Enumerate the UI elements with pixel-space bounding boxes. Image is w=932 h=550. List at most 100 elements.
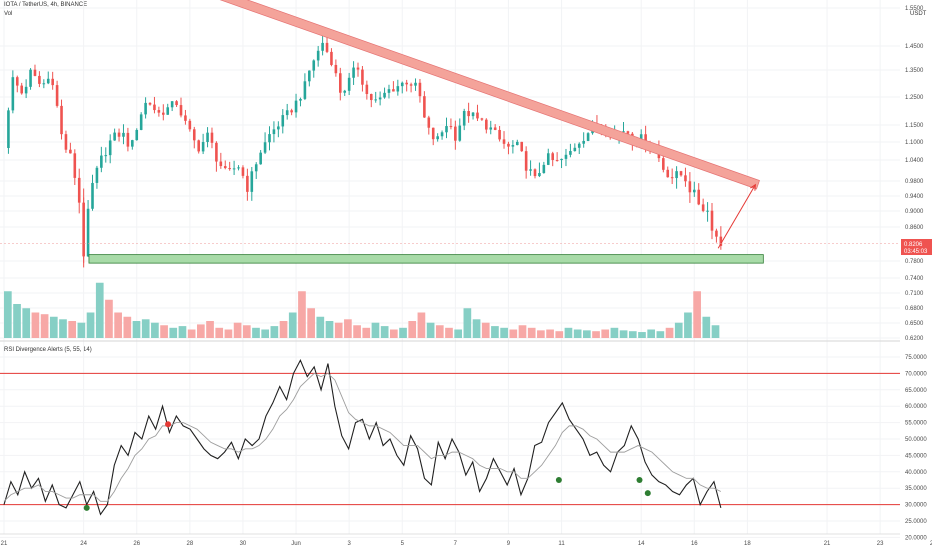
candle-body — [281, 115, 285, 127]
volume-bar — [224, 329, 233, 338]
candle-body — [108, 140, 112, 156]
candle-body — [392, 89, 395, 92]
candle-body — [476, 112, 479, 119]
volume-histogram — [4, 282, 720, 338]
candle-body — [206, 132, 209, 143]
candle-body — [520, 141, 524, 152]
volume-bar — [4, 291, 12, 338]
rsi-axis[interactable]: 75.0000 70.0000 65.0000 60.0000 55.0000 50.00… — [905, 355, 927, 541]
candle-body — [232, 168, 236, 170]
candle-body — [662, 158, 665, 170]
candle-body — [179, 105, 183, 116]
candle-body — [427, 117, 431, 128]
rsi-tick-label: 50.0000 — [905, 437, 927, 443]
volume-bar — [252, 327, 260, 338]
candle-body — [454, 126, 457, 141]
volume-bar — [408, 321, 417, 338]
volume-bar — [481, 322, 490, 338]
candle-body — [64, 134, 68, 150]
support-zone[interactable] — [88, 254, 764, 264]
bullish-divergence-marker[interactable] — [555, 477, 562, 483]
candle-body — [308, 70, 311, 82]
date-tick-label: 5 — [401, 541, 405, 547]
date-tick-label: 3 — [347, 541, 351, 547]
candle-body — [489, 127, 493, 130]
bullish-divergence-marker[interactable] — [83, 504, 90, 511]
chart-drawings[interactable] — [0, 0, 900, 264]
candle-body — [325, 42, 329, 52]
candle-body — [675, 171, 678, 179]
bullish-divergence-marker[interactable] — [644, 490, 651, 497]
rsi-tick-label: 65.0000 — [905, 388, 927, 394]
bullish-divergence-marker[interactable] — [636, 477, 643, 483]
volume-bar — [22, 308, 31, 338]
candle-body — [431, 127, 435, 140]
price-tick-label: 0.6500 — [905, 321, 924, 327]
candle-body — [418, 82, 422, 97]
volume-bar — [592, 331, 600, 338]
resistance-trendline[interactable] — [202, 0, 760, 190]
rsi-tick-label: 30.0000 — [905, 503, 927, 509]
candle-body — [69, 149, 72, 154]
candle-body — [467, 110, 470, 117]
candle-body — [157, 110, 161, 113]
volume-bar — [178, 326, 187, 338]
volume-bar — [334, 322, 343, 338]
candle-body — [197, 140, 200, 152]
candle-body — [529, 169, 532, 171]
candle-body — [440, 132, 444, 137]
candle-body — [396, 86, 400, 92]
volume-bar — [68, 321, 77, 338]
volume-bar — [215, 327, 224, 338]
candle-body — [77, 177, 81, 203]
rsi-indicator-pane[interactable] — [0, 358, 900, 516]
candle-body — [73, 153, 77, 178]
candle-body — [369, 94, 373, 101]
chart-grid — [0, 0, 900, 538]
volume-bar — [242, 325, 251, 338]
volume-bar — [601, 329, 610, 338]
volume-bar — [325, 321, 334, 338]
candle-body — [201, 142, 205, 152]
candle-body — [241, 167, 245, 176]
rsi-signal-line — [3, 372, 722, 502]
date-tick-label: 30 — [240, 541, 247, 547]
candle-body — [706, 210, 709, 212]
date-tick-label: 21 — [824, 541, 831, 547]
bearish-divergence-marker[interactable] — [165, 421, 172, 428]
projection-arrow[interactable] — [717, 184, 756, 249]
volume-bar — [362, 327, 371, 338]
candlestick-series[interactable] — [7, 33, 723, 268]
candle-body — [215, 142, 218, 162]
volume-bar — [674, 322, 683, 338]
volume-bar — [426, 322, 435, 338]
candle-body — [272, 129, 276, 135]
candle-body — [139, 114, 143, 130]
candle-body — [688, 181, 692, 193]
candle-body — [263, 142, 267, 153]
candle-body — [11, 77, 15, 111]
volume-bar — [132, 321, 141, 338]
candle-body — [701, 204, 705, 211]
candle-body — [46, 78, 50, 84]
candle-body — [436, 136, 439, 140]
date-tick-label: 11 — [558, 541, 565, 547]
candle-body — [542, 164, 546, 174]
candle-body — [462, 110, 466, 126]
candle-body — [449, 126, 453, 128]
volume-bar — [628, 331, 637, 338]
volume-bar — [656, 331, 665, 338]
volume-bar — [160, 325, 168, 338]
volume-bar — [86, 312, 95, 338]
volume-bar — [546, 329, 554, 338]
candle-body — [374, 99, 377, 101]
price-axis[interactable]: 1.5500 1.4500 1.3500 1.2500 1.1500 1.1000 1.04… — [905, 6, 924, 342]
candle-body — [498, 129, 501, 140]
volume-bar — [40, 314, 49, 338]
candle-body — [586, 133, 590, 141]
candle-body — [148, 102, 152, 105]
volume-bar — [491, 326, 499, 338]
time-axis[interactable]: 2124262830Jun35791114161821232528Jul35 — [0, 533, 932, 547]
volume-bar — [619, 330, 628, 338]
